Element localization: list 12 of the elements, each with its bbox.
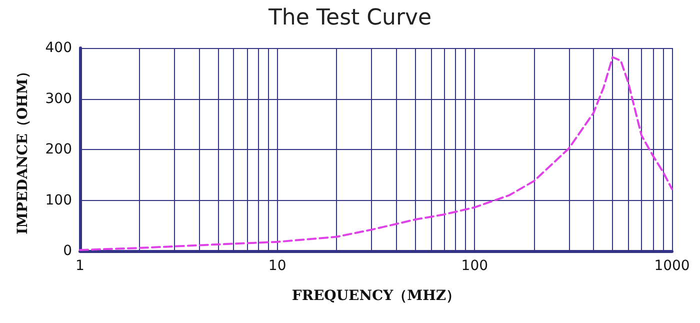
x-tick-label: 1 bbox=[76, 258, 84, 274]
y-tick-label: 0 bbox=[63, 243, 72, 259]
x-axis-title: FREQUENCY（MHZ） bbox=[292, 288, 460, 304]
y-tick-label: 400 bbox=[45, 40, 72, 56]
chart-title: The Test Curve bbox=[267, 6, 432, 30]
y-tick-label: 200 bbox=[45, 142, 72, 158]
y-tick-label: 100 bbox=[45, 192, 72, 208]
x-tick-label: 100 bbox=[461, 258, 488, 274]
x-tick-label: 10 bbox=[268, 258, 286, 274]
x-tick-label: 1000 bbox=[654, 258, 690, 274]
y-axis-title: IMPEDANCE（OHM） bbox=[15, 64, 31, 234]
y-tick-label: 300 bbox=[45, 90, 72, 107]
